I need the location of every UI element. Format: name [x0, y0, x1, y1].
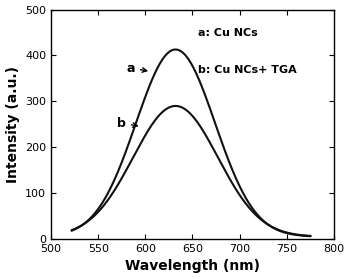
X-axis label: Wavelength (nm): Wavelength (nm) [125, 259, 260, 273]
Text: b: b [117, 117, 137, 129]
Text: a: Cu NCs: a: Cu NCs [198, 28, 258, 38]
Text: b: Cu NCs+ TGA: b: Cu NCs+ TGA [198, 65, 297, 74]
Text: a: a [126, 61, 147, 74]
Y-axis label: Intensity (a.u.): Intensity (a.u.) [6, 66, 20, 183]
